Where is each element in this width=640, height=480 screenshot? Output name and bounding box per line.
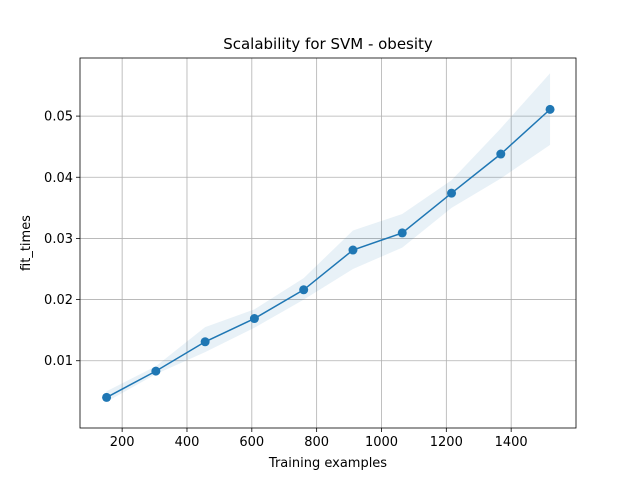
- data-point: [348, 245, 358, 255]
- x-tick-label: 400: [175, 435, 200, 450]
- y-tick-label: 0.02: [44, 293, 73, 308]
- data-point: [397, 228, 407, 238]
- x-tick-label: 800: [304, 435, 329, 450]
- y-tick-label: 0.05: [44, 110, 73, 125]
- data-point: [200, 337, 210, 347]
- data-point: [545, 104, 555, 114]
- plot-frame: [79, 57, 577, 429]
- confidence-band: [106, 73, 551, 402]
- y-axis-ticks: 0.01 0.02 0.03 0.04 0.05: [44, 110, 80, 369]
- x-tick-label: 1400: [495, 435, 528, 450]
- x-tick-label: 200: [110, 435, 135, 450]
- x-tick-label: 1000: [365, 435, 398, 450]
- x-axis-ticks: 200 400 600 800 1000 1200 1400: [110, 428, 528, 450]
- data-point: [299, 285, 309, 295]
- data-point: [447, 188, 457, 198]
- y-tick-label: 0.03: [44, 232, 73, 247]
- data-point: [102, 392, 112, 402]
- series-line: [106, 108, 551, 399]
- data-point: [496, 149, 506, 159]
- data-points: [102, 104, 555, 402]
- x-axis-label: Training examples: [268, 456, 387, 471]
- y-tick-label: 0.01: [44, 354, 73, 369]
- data-point: [151, 366, 161, 376]
- y-tick-label: 0.04: [44, 171, 73, 186]
- data-point: [249, 314, 259, 324]
- chart-title: Scalability for SVM - obesity: [223, 35, 433, 53]
- x-tick-label: 600: [239, 435, 264, 450]
- y-axis-label: fit_times: [19, 215, 34, 271]
- grid: [80, 58, 576, 428]
- x-tick-label: 1200: [430, 435, 463, 450]
